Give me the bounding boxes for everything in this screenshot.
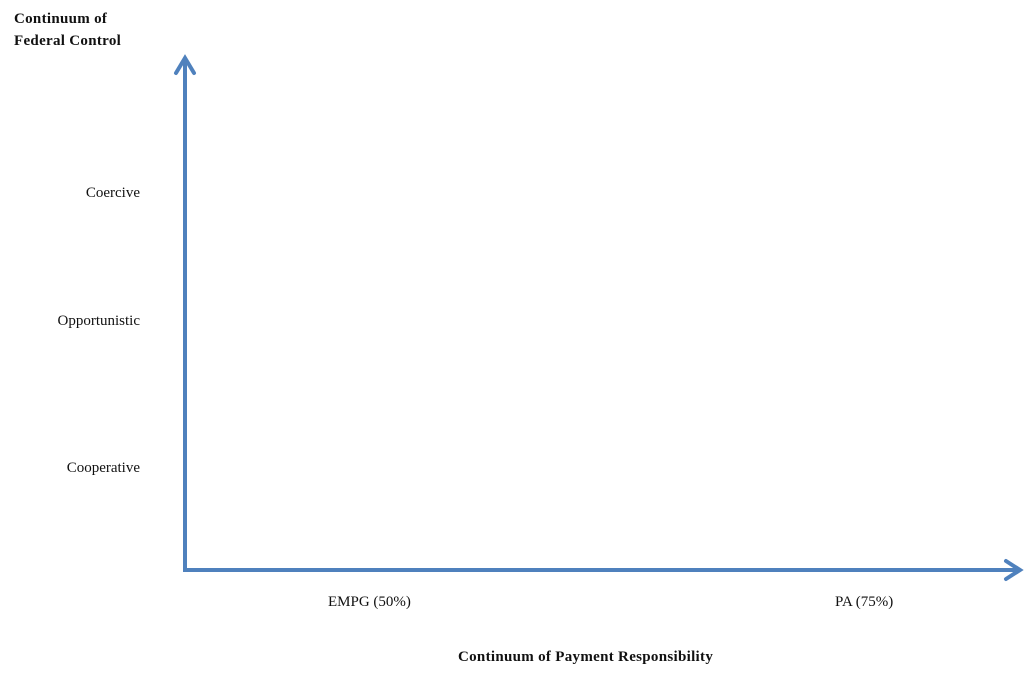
x-axis-title: Continuum of Payment Responsibility	[458, 649, 714, 665]
y-label-coercive: Coercive	[85, 185, 140, 201]
y-label-cooperative: Cooperative	[66, 460, 140, 476]
x-label-empg: EMPG (50%)	[328, 594, 411, 610]
x-axis-arrowhead	[1004, 559, 1024, 581]
x-label-pa: PA (75%)	[835, 594, 894, 610]
y-axis-title-line1: Continuum of	[14, 11, 108, 27]
y-axis-title: Continuum of Federal Control	[14, 8, 121, 52]
y-axis-arrowhead	[174, 54, 196, 75]
y-label-opportunistic: Opportunistic	[57, 313, 141, 329]
y-axis-title-line2: Federal Control	[14, 33, 122, 49]
